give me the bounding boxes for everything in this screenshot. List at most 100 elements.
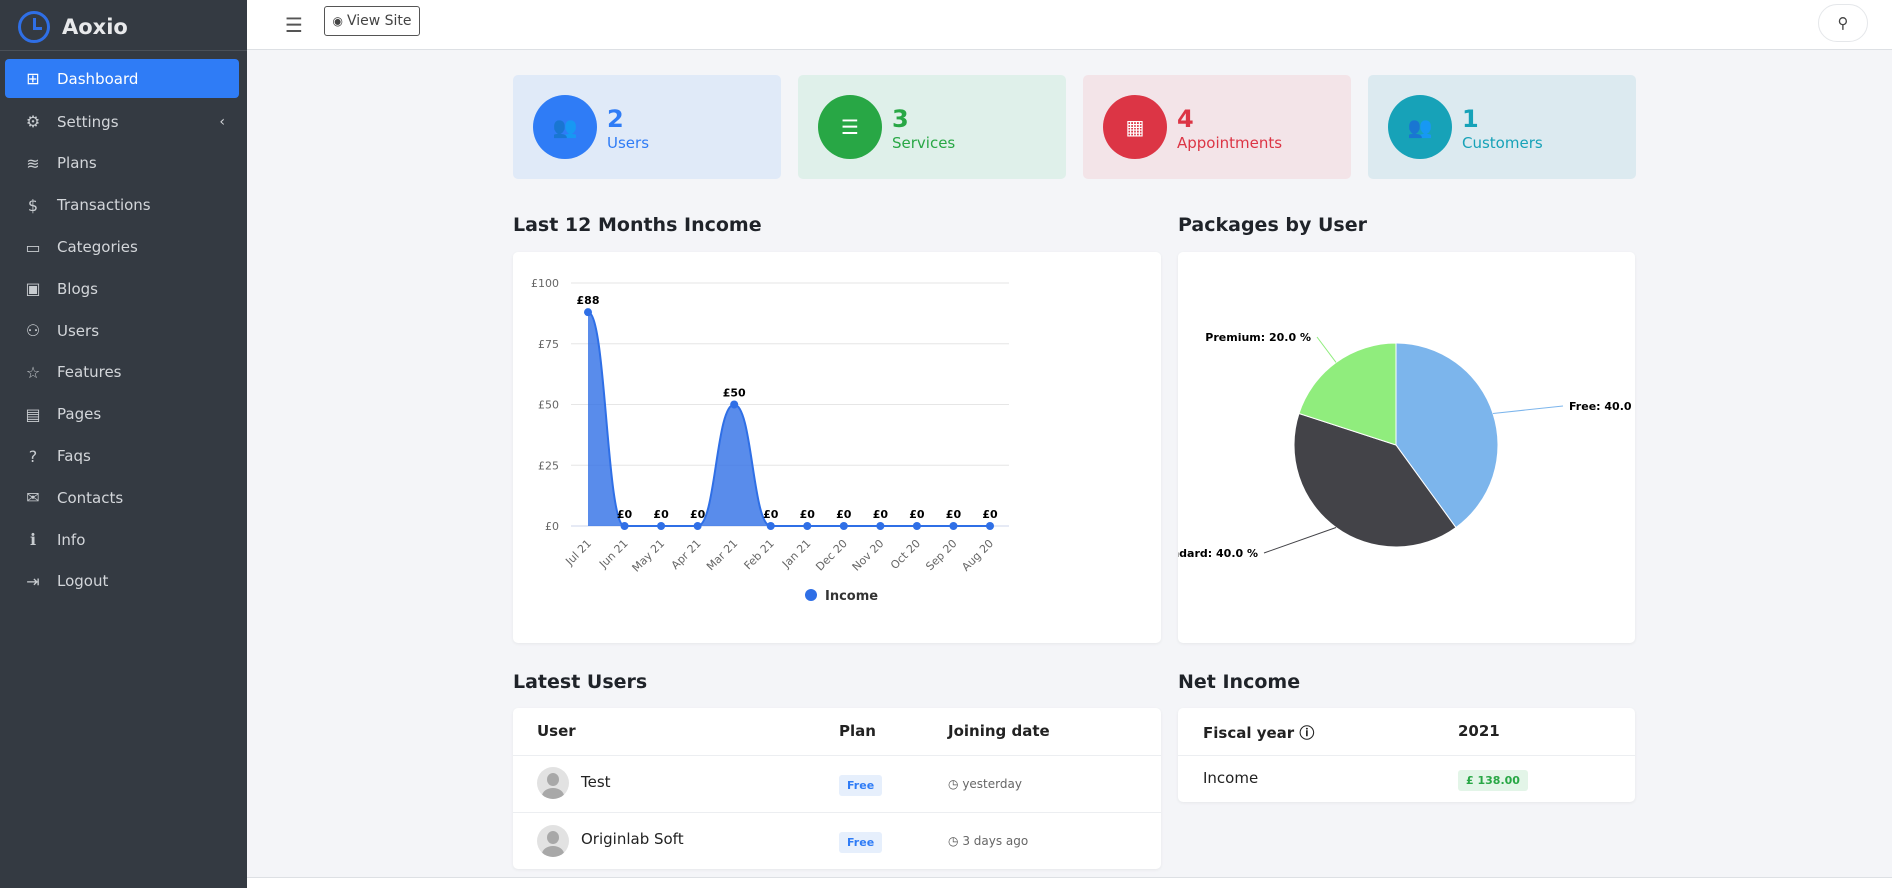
data-point [730, 400, 739, 409]
y-tick-label: £100 [531, 277, 559, 290]
col-plan: Plan [839, 722, 876, 740]
plan-badge: Free [839, 775, 883, 796]
income-section-title: Last 12 Months Income [513, 214, 762, 236]
sidebar-item-label: Categories [57, 238, 138, 257]
sidebar-item-label: Info [57, 530, 86, 549]
fiscal-year-value: 2021 [1458, 722, 1500, 740]
net-income-title: Net Income [1178, 671, 1301, 693]
sidebar-item-label: Dashboard [57, 69, 139, 88]
data-point [766, 522, 775, 530]
folder-icon: ▭ [25, 237, 41, 257]
stat-value: 4 [1177, 105, 1194, 133]
x-tick-label: Nov 20 [850, 537, 887, 574]
latest-users-title: Latest Users [513, 671, 648, 693]
x-tick-label: Sep 20 [923, 537, 959, 573]
sidebar-item-users[interactable]: ⚇ Users [5, 310, 239, 352]
stat-value: 1 [1462, 105, 1479, 133]
sidebar-item-label: Settings [57, 112, 119, 131]
sidebar-item-label: Logout [57, 572, 109, 591]
data-point [657, 522, 666, 530]
view-site-button[interactable]: ◉ View Site [324, 6, 420, 36]
plan-badge: Free [839, 832, 883, 853]
stat-card-services[interactable]: ☰ 3 Services [798, 75, 1066, 179]
sidebar-item-dashboard[interactable]: ⊞ Dashboard [5, 59, 239, 98]
data-label: £50 [723, 387, 746, 400]
sidebar-item-label: Users [57, 321, 100, 340]
legend-marker [805, 589, 817, 601]
x-tick-label: Feb 21 [742, 537, 777, 572]
x-tick-label: Jun 21 [596, 537, 630, 571]
income-value-badge: £ 138.00 [1458, 770, 1528, 791]
sidebar-item-features[interactable]: ☆ Features [5, 352, 239, 394]
divider [1178, 755, 1635, 756]
stat-label: Services [892, 134, 956, 152]
y-tick-label: £50 [538, 399, 559, 412]
sidebar-item-categories[interactable]: ▭ Categories [5, 226, 239, 268]
data-label: £0 [617, 508, 633, 521]
joined-date: ◷ yesterday [948, 777, 1022, 791]
data-point [949, 522, 958, 530]
calendar-icon: ▦ [1103, 95, 1167, 159]
avatar [537, 825, 569, 857]
sidebar-item-contacts[interactable]: ✉ Contacts [5, 477, 239, 519]
stat-card-customers[interactable]: 👥 1 Customers [1368, 75, 1636, 179]
users-icon: 👥 [533, 95, 597, 159]
connector-line [1492, 405, 1564, 414]
topbar: ☰ ◉ View Site ⚲ [247, 0, 1892, 50]
pie-label: Standard: 40.0 % [1178, 547, 1258, 560]
hamburger-menu-icon[interactable]: ☰ [285, 13, 303, 37]
y-tick-label: £25 [538, 459, 559, 472]
packages-pie-chart: Free: 40.0 % Standard: 40.0 % Premium: 20.… [1151, 331, 1647, 560]
user-icon: ⚲ [1837, 14, 1849, 32]
sidebar-item-logout[interactable]: ⇥ Logout [5, 561, 239, 603]
eye-icon: ◉ [332, 14, 343, 28]
x-tick-label: Jan 21 [779, 537, 813, 571]
sidebar-divider [0, 50, 247, 51]
sidebar-item-settings[interactable]: ⚙ Settings ‹ [5, 101, 239, 143]
data-label: £0 [982, 508, 998, 521]
data-point [803, 522, 812, 530]
sidebar-item-label: Plans [57, 154, 97, 173]
sidebar-item-info[interactable]: ℹ Info [5, 519, 239, 561]
sidebar-item-pages[interactable]: ▤ Pages [5, 393, 239, 435]
logo[interactable]: Aoxio [18, 4, 128, 50]
info-icon: ℹ [29, 530, 37, 550]
pie-slice-standard [1293, 412, 1457, 548]
sidebar-item-plans[interactable]: ≋ Plans [5, 143, 239, 185]
stat-value: 2 [607, 105, 624, 133]
sidebar-item-label: Pages [57, 405, 102, 424]
net-income-table: Fiscal year ⓘ 2021 Income £ 138.00 [1178, 708, 1635, 802]
data-label: £0 [836, 508, 852, 521]
sidebar-item-faqs[interactable]: ? Faqs [5, 435, 239, 477]
connector-line [1263, 527, 1337, 554]
divider [513, 812, 1161, 813]
data-label: £0 [763, 508, 779, 521]
user-menu-button[interactable]: ⚲ [1818, 4, 1868, 42]
packages-section-title: Packages by User [1178, 214, 1367, 236]
col-joining-date: Joining date [948, 722, 1050, 740]
message-icon: ✉ [26, 488, 40, 508]
x-tick-label: Jul 21 [562, 537, 594, 569]
data-label: £0 [653, 508, 669, 521]
clock-icon: ◷ [948, 777, 959, 791]
stat-label: Customers [1462, 134, 1543, 152]
x-tick-label: Dec 20 [813, 537, 850, 574]
pie-label: Premium: 20.0 % [1205, 331, 1311, 344]
image-icon: ▣ [25, 279, 41, 299]
star-icon: ☆ [25, 362, 41, 382]
avatar [537, 767, 569, 799]
y-tick-label: £75 [538, 338, 559, 351]
sidebar-item-label: Transactions [57, 196, 151, 215]
clock-icon: ◷ [948, 834, 959, 848]
sidebar-item-transactions[interactable]: $ Transactions [5, 184, 239, 226]
y-tick-label: £0 [545, 520, 559, 533]
sidebar-item-blogs[interactable]: ▣ Blogs [5, 268, 239, 310]
stat-card-users[interactable]: 👥 2 Users [513, 75, 781, 179]
user-name: Originlab Soft [581, 830, 684, 848]
latest-users-table: User Plan Joining date Test Free ◷ yeste… [513, 708, 1161, 869]
legend-label: Income [825, 589, 878, 604]
info-icon[interactable]: ⓘ [1299, 724, 1315, 742]
stat-card-appointments[interactable]: ▦ 4 Appointments [1083, 75, 1351, 179]
data-point [839, 522, 848, 530]
layers-icon: ≋ [26, 153, 40, 173]
